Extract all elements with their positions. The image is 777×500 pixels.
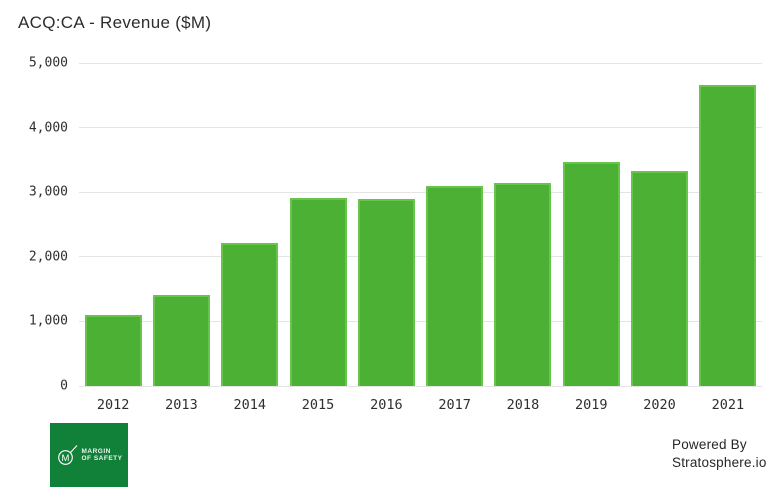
x-axis-tick-label-2017: 2017 [438, 397, 471, 413]
margin-of-safety-monogram-icon: M [57, 445, 77, 465]
logo-wordmark: Margin of Safety [82, 448, 123, 463]
x-axis-tick-label-2016: 2016 [370, 397, 403, 413]
x-axis-tick-label-2020: 2020 [643, 397, 676, 413]
x-axis-tick-label-2015: 2015 [301, 397, 335, 413]
margin-of-safety-logo[interactable]: M Margin of Safety [50, 423, 128, 487]
svg-text:M: M [61, 453, 69, 464]
gridline-y-1000 [79, 320, 762, 322]
bar-2017[interactable] [426, 185, 484, 386]
logo-wordmark-line1: Margin [81, 447, 111, 455]
x-axis-tick-label-2012: 2012 [96, 397, 130, 413]
x-axis-tick-label-2021: 2021 [711, 397, 745, 413]
x-axis-tick-label-2014: 2014 [233, 397, 267, 413]
bar-2018[interactable] [494, 182, 552, 386]
bar-2020[interactable] [631, 170, 689, 386]
gridline-y-4000 [79, 127, 762, 129]
powered-by: Powered By Stratosphere.io [672, 436, 767, 472]
bar-2012[interactable] [84, 314, 142, 386]
x-axis-tick-label-2018: 2018 [506, 397, 540, 413]
gridline-y-0 [79, 385, 762, 387]
y-axis-tick-label: 2,000 [28, 249, 68, 265]
powered-by-line2: Stratosphere.io [672, 455, 767, 470]
y-axis-tick-label: 4,000 [28, 120, 68, 136]
y-axis-tick-label: 3,000 [28, 184, 68, 200]
gridline-y-5000 [79, 62, 762, 64]
bar-2016[interactable] [357, 199, 415, 386]
bar-2019[interactable] [562, 161, 620, 386]
powered-by-line1: Powered By [672, 437, 747, 452]
chart-plot-area: 0 1,000 2,000 3,000 4,000 5,000 [29, 56, 762, 394]
x-axis-tick-label-2019: 2019 [574, 397, 608, 413]
bar-2021[interactable] [699, 85, 757, 386]
bar-2014[interactable] [221, 243, 279, 386]
x-axis-tick-label-2013: 2013 [165, 397, 198, 413]
y-axis-tick-label: 5,000 [28, 55, 68, 71]
y-axis-tick-label: 0 [60, 378, 68, 394]
bar-2015[interactable] [289, 198, 347, 386]
gridline-y-3000 [79, 191, 762, 193]
y-axis-tick-label: 1,000 [28, 313, 68, 329]
gridline-y-2000 [79, 256, 762, 258]
chart-title: ACQ:CA - Revenue ($M) [18, 13, 212, 32]
logo-wordmark-line2: of Safety [81, 455, 123, 462]
bar-2013[interactable] [152, 294, 210, 386]
